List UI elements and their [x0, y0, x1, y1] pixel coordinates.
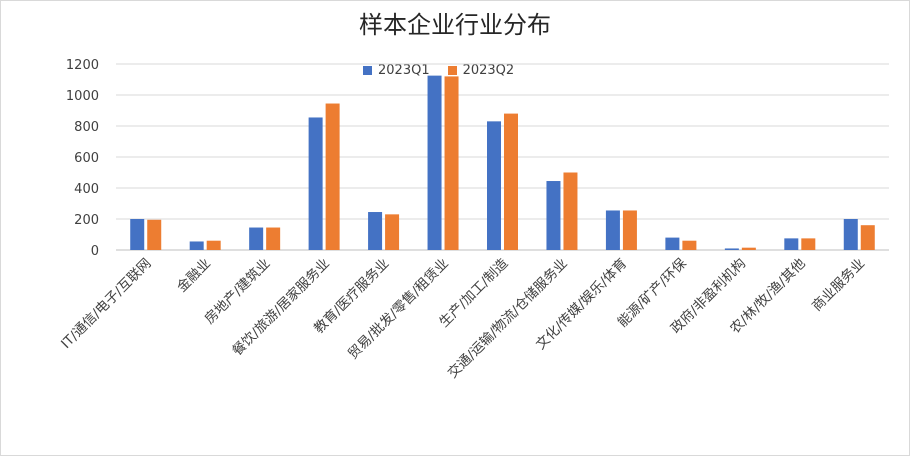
bar-q2	[444, 76, 459, 251]
bar-q1	[308, 117, 323, 250]
x-tick-label: 金融业	[174, 256, 214, 296]
bar-q2	[325, 103, 340, 251]
bar-q2	[563, 172, 578, 250]
chart-title: 样本企业行业分布	[359, 11, 551, 39]
bar-q2	[741, 247, 756, 250]
bar-q2	[206, 240, 221, 250]
bar-q1	[249, 227, 264, 250]
bar-q2	[266, 227, 281, 250]
y-tick-label: 200	[74, 213, 99, 228]
bar-q1	[427, 75, 442, 250]
bar-q2	[147, 219, 162, 250]
x-tick-label: 商业服务业	[809, 256, 868, 315]
y-tick-label: 1000	[66, 89, 99, 104]
legend-swatch-q2	[447, 65, 457, 75]
legend-item-q1: 2023Q1	[363, 63, 430, 78]
bar-q1	[130, 219, 145, 250]
bar-q2	[860, 225, 875, 250]
x-tick-label: 贸易/批发/零售/租赁业	[345, 256, 452, 363]
bar-q1	[546, 181, 561, 250]
bar-q2	[682, 240, 697, 250]
y-tick-label: 800	[74, 120, 99, 135]
x-tick-label: 交通/运输/物流/仓储服务业	[444, 255, 571, 382]
bar-q2	[385, 214, 400, 250]
bar-q1	[784, 238, 799, 250]
y-tick-label: 1200	[66, 58, 99, 73]
x-tick-label: IT/通信/电子/互联网	[58, 256, 154, 352]
legend-label-q1: 2023Q1	[378, 62, 430, 78]
bar-q1	[843, 219, 858, 250]
x-tick-label: 餐饮/旅游/居家服务业	[229, 255, 333, 359]
y-tick-label: 400	[74, 182, 99, 197]
bar-q1	[487, 121, 501, 250]
legend-label-q2: 2023Q2	[462, 62, 515, 78]
legend-item-q2: 2023Q2	[447, 62, 515, 78]
bar-q1	[605, 210, 620, 250]
y-tick-label: 600	[74, 151, 99, 166]
bar-q2	[801, 238, 816, 250]
legend: 2023Q1 2023Q2	[363, 61, 532, 79]
bar-q1	[724, 248, 739, 250]
bar-q1	[368, 212, 383, 250]
y-tick-label: 0	[91, 244, 99, 259]
bar-q2	[504, 113, 518, 250]
legend-swatch-q1	[363, 65, 372, 75]
bar-q1	[665, 237, 680, 250]
bar-q2	[622, 210, 637, 250]
bar-q1	[189, 241, 204, 250]
